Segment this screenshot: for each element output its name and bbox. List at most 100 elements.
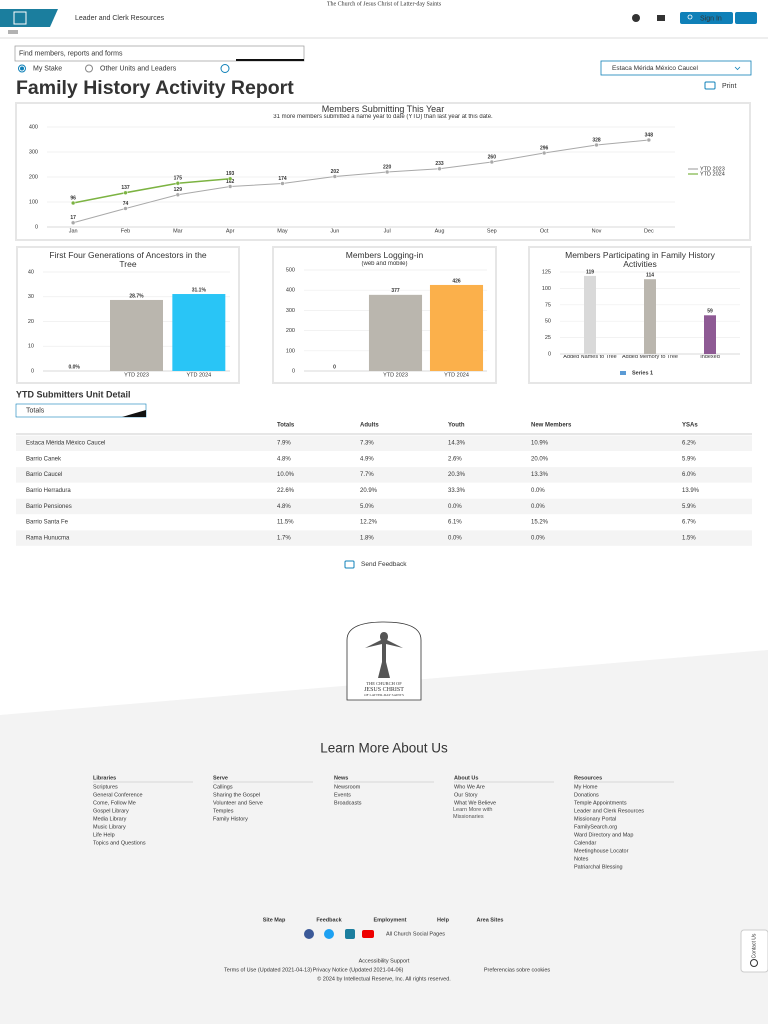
instagram-icon[interactable] (345, 929, 355, 939)
cell: 14.3% (448, 441, 466, 447)
contact-tab[interactable] (740, 929, 768, 973)
footer-link[interactable]: Patriarchal Blessing (574, 864, 623, 870)
cell: 6.7% (682, 520, 696, 526)
help-icon[interactable] (220, 64, 230, 73)
row-bg (16, 435, 752, 451)
data-label: 0 (333, 364, 336, 370)
cell: 4.9% (360, 456, 374, 462)
footer-link[interactable]: Media Library (93, 816, 127, 822)
legal-link[interactable]: Preferencias sobre cookies (484, 967, 551, 973)
text-box: Members Participating in Family History … (565, 251, 715, 268)
x-tick-label: May (277, 228, 288, 234)
footer-column-title: News (334, 775, 348, 781)
point (175, 181, 181, 186)
twitter-icon[interactable] (324, 929, 334, 939)
print-icon[interactable] (704, 81, 716, 90)
series-line (73, 177, 231, 204)
logo-text: OF LATTER-DAY SAINTS (364, 693, 404, 697)
legal-link[interactable]: Privacy Notice (Updated 2021-04-06) (313, 967, 404, 973)
cell: 20.9% (360, 488, 378, 494)
logo-tab[interactable] (0, 9, 58, 27)
cell: 15.2% (531, 520, 549, 526)
y-tick-label: 0 (31, 368, 34, 374)
chart-title: Members Submitting This Year (321, 105, 445, 114)
point (123, 206, 128, 211)
footer-link[interactable]: General Conference (93, 792, 143, 798)
globe-icon[interactable] (632, 14, 640, 22)
y-tick-label: 100 (542, 286, 551, 292)
app-name[interactable]: Leader and Clerk Resources (75, 15, 165, 22)
radio[interactable] (85, 64, 93, 73)
point (70, 220, 76, 225)
data-label: 426 (452, 278, 461, 284)
data-label: 296 (540, 145, 549, 151)
footer-link[interactable]: Missionary Portal (574, 816, 616, 822)
chart-card (528, 246, 752, 384)
bottom-link[interactable]: Feedback (316, 917, 342, 923)
footer-link[interactable]: Leader and Clerk Resources (574, 808, 644, 814)
legal-link[interactable]: Terms of Use (Updated 2021-04-13) (224, 967, 312, 973)
social-link[interactable]: All Church Social Pages (386, 931, 445, 937)
footer-link[interactable]: Our Story (454, 792, 478, 798)
unit-name: Barrio Canek (26, 456, 62, 462)
x-tick-label: Feb (121, 228, 130, 234)
footer-link[interactable]: Newsroom (334, 784, 361, 790)
facebook-icon[interactable] (304, 929, 314, 939)
footer-link[interactable]: Topics and Questions (93, 840, 146, 846)
footer-link[interactable]: Events (334, 792, 351, 798)
youtube-icon[interactable] (362, 930, 374, 938)
y-tick-label: 200 (286, 328, 295, 334)
y-tick-label: 200 (29, 174, 38, 180)
apps-icon[interactable] (657, 15, 665, 21)
footer-link[interactable]: FamilySearch.org (574, 824, 617, 830)
footer-link[interactable]: Calendar (574, 840, 596, 846)
footer-column-title: Resources (574, 775, 602, 781)
footer-link[interactable]: Meetinghouse Locator (574, 848, 629, 854)
footer-link[interactable]: Music Library (93, 824, 126, 830)
footer-link[interactable]: What We Believe (454, 800, 496, 806)
y-tick-label: 0 (548, 351, 551, 357)
footer-link[interactable]: Volunteer and Serve (213, 800, 263, 806)
footer-link[interactable]: Life Help (93, 832, 115, 838)
footer-link[interactable]: Callings (213, 784, 233, 790)
bottom-link[interactable]: Site Map (263, 917, 286, 923)
point (175, 192, 181, 197)
bottom-link[interactable]: Employment (373, 917, 406, 923)
footer-link[interactable]: Who We Are (454, 784, 485, 790)
hamburger[interactable] (8, 30, 18, 34)
y-tick-label: 0 (292, 368, 295, 374)
menu-button[interactable] (735, 12, 757, 24)
legend-label: Series 1 (632, 370, 653, 376)
cell: 7.7% (360, 472, 374, 478)
x-tick-label: Indexed (700, 355, 720, 360)
footer-link[interactable]: Family History (213, 816, 248, 822)
feedback-icon[interactable] (344, 560, 355, 569)
footer-link[interactable]: Ward Directory and Map (574, 832, 633, 838)
chart-subtitle: (web and mobile) (361, 261, 408, 267)
accessibility-link[interactable]: Accessibility Support (359, 958, 410, 964)
sign-in-button[interactable] (680, 12, 733, 24)
column-header: New Members (531, 423, 572, 429)
footer-link[interactable]: Notes (574, 856, 589, 862)
footer-link[interactable]: Temples (213, 808, 234, 814)
footer-link[interactable]: My Home (574, 784, 598, 790)
search-box[interactable] (14, 45, 305, 62)
data-label: 114 (646, 273, 654, 279)
y-tick-label: 100 (286, 348, 295, 354)
footer-link[interactable]: Temple Appointments (574, 800, 627, 806)
unit-name: Barrio Santa Fe (26, 520, 69, 526)
footer-link[interactable]: Donations (574, 792, 599, 798)
bar (172, 294, 226, 371)
footer-link[interactable]: Sharing the Gospel (213, 792, 260, 798)
footer-link[interactable]: Gospel Library (93, 808, 129, 814)
text-box: Indexed (700, 355, 720, 360)
footer-link[interactable]: Scriptures (93, 784, 118, 790)
bottom-link[interactable]: Help (437, 917, 450, 923)
feedback-link[interactable]: Send Feedback (361, 561, 407, 568)
unit-select[interactable] (600, 60, 752, 76)
print-link[interactable]: Print (722, 83, 736, 90)
footer-link[interactable]: Come, Follow Me (93, 800, 136, 806)
footer-link[interactable]: Broadcasts (334, 800, 362, 806)
bottom-link[interactable]: Area Sites (477, 917, 504, 923)
